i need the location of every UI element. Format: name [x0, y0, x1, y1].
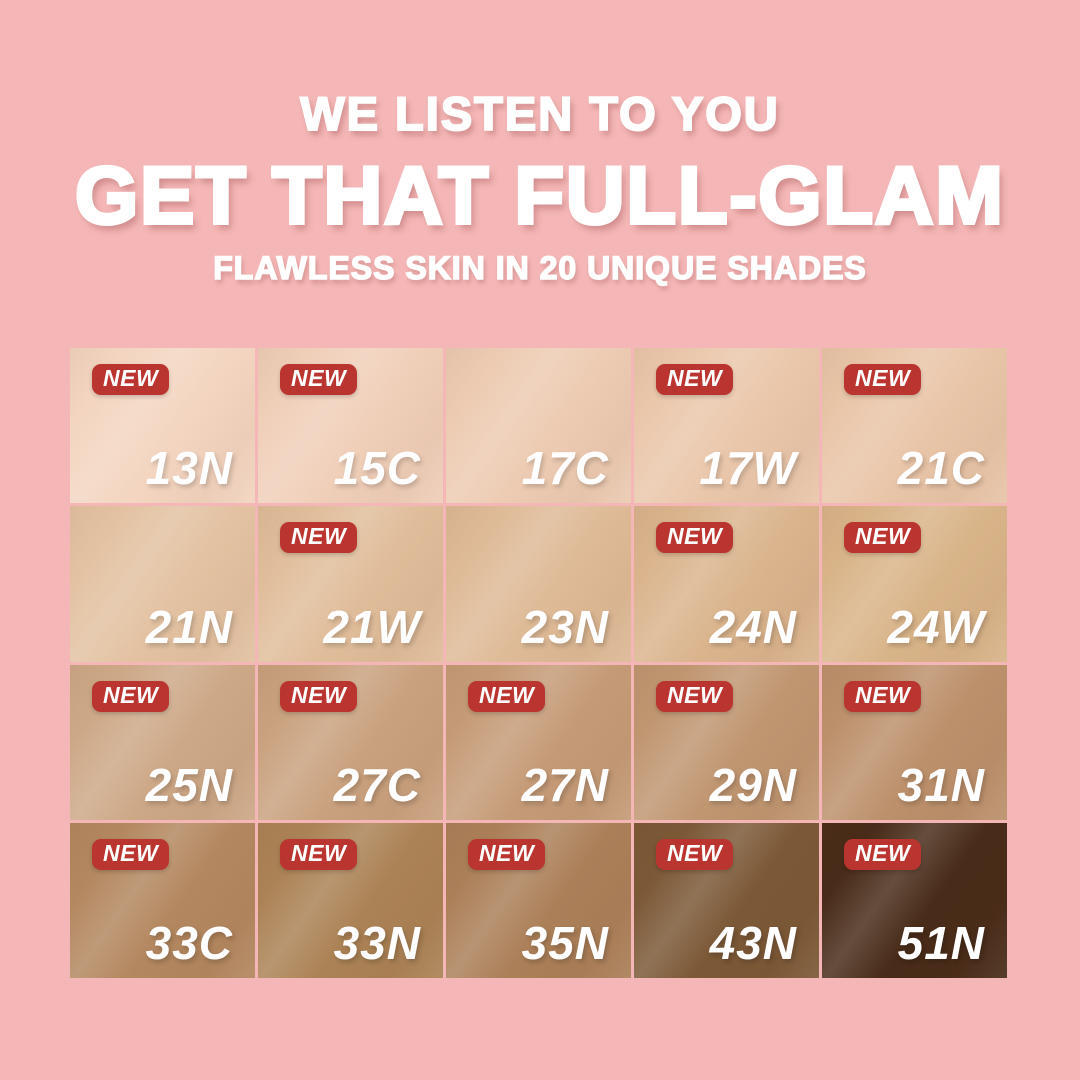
new-badge: NEW	[92, 680, 170, 712]
shade-grid: NEW 13N NEW 15C NEW 17C NEW 17W NEW 21C …	[70, 348, 1007, 978]
new-badge: NEW	[844, 838, 922, 870]
shade-swatch: NEW 51N	[822, 822, 1007, 978]
shade-code-label: 17C	[521, 442, 609, 495]
shade-code-label: 31N	[897, 758, 985, 811]
shade-code-label: 24N	[709, 600, 797, 653]
shade-swatch: NEW 24W	[822, 506, 1007, 662]
shade-code-label: 35N	[521, 917, 609, 969]
shade-code-label: 33N	[333, 917, 421, 969]
shade-swatch: NEW 13N	[70, 348, 255, 504]
shade-code-label: 25N	[145, 758, 233, 811]
new-badge: NEW	[280, 364, 358, 395]
shade-code-label: 51N	[897, 917, 985, 969]
shade-swatch: NEW 33N	[258, 822, 443, 978]
shade-swatch: NEW 17C	[446, 348, 631, 504]
shade-swatch: NEW 31N	[822, 664, 1007, 820]
shade-swatch: NEW 43N	[634, 822, 819, 978]
shade-code-label: 21W	[323, 600, 421, 653]
shade-swatch: NEW 15C	[258, 348, 443, 504]
shade-code-label: 29N	[709, 758, 797, 811]
shade-code-label: 33C	[145, 917, 233, 969]
new-badge: NEW	[844, 680, 922, 712]
new-badge: NEW	[656, 364, 734, 395]
new-badge: NEW	[468, 838, 546, 870]
shade-swatch: NEW 27C	[258, 664, 443, 820]
shade-swatch: NEW 33C	[70, 822, 255, 978]
new-badge: NEW	[280, 838, 358, 870]
new-badge: NEW	[844, 522, 922, 554]
new-badge: NEW	[280, 680, 358, 712]
shade-swatch: NEW 24N	[634, 506, 819, 662]
header-kicker: WE LISTEN TO YOU	[299, 86, 780, 141]
shade-swatch: NEW 17W	[634, 348, 819, 504]
new-badge: NEW	[844, 364, 922, 395]
shade-swatch: NEW 29N	[634, 664, 819, 820]
shade-code-label: 13N	[145, 442, 233, 495]
shade-code-label: 27C	[333, 758, 421, 811]
new-badge: NEW	[92, 838, 170, 870]
new-badge: NEW	[280, 522, 358, 554]
new-badge: NEW	[656, 838, 734, 870]
new-badge: NEW	[656, 522, 734, 554]
shade-swatch: NEW 35N	[446, 822, 631, 978]
shade-swatch: NEW 23N	[446, 506, 631, 662]
shade-code-label: 24W	[887, 600, 985, 653]
shade-swatch: NEW 21C	[822, 348, 1007, 504]
shade-swatch: NEW 27N	[446, 664, 631, 820]
shade-code-label: 21C	[897, 442, 985, 495]
shade-code-label: 27N	[521, 758, 609, 811]
new-badge: NEW	[92, 364, 170, 395]
shade-code-label: 43N	[709, 917, 797, 969]
shade-swatch: NEW 25N	[70, 664, 255, 820]
shade-code-label: 17W	[699, 442, 797, 495]
new-badge: NEW	[468, 680, 546, 712]
page-title: GET THAT FULL-GLAM	[73, 149, 1005, 243]
shade-code-label: 21N	[145, 600, 233, 653]
new-badge: NEW	[656, 680, 734, 712]
shade-code-label: 23N	[521, 600, 609, 653]
shade-swatch: NEW 21N	[70, 506, 255, 662]
shade-swatch: NEW 21W	[258, 506, 443, 662]
header-subtitle: FLAWLESS SKIN IN 20 UNIQUE SHADES	[212, 249, 867, 287]
shade-code-label: 15C	[333, 442, 421, 495]
